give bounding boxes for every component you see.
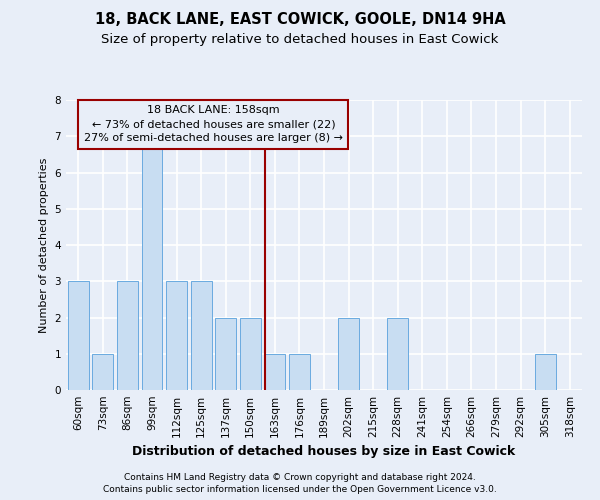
Bar: [166, 281, 187, 390]
Bar: [289, 354, 310, 390]
Bar: [191, 281, 212, 390]
Bar: [117, 281, 138, 390]
Text: Contains HM Land Registry data © Crown copyright and database right 2024.: Contains HM Land Registry data © Crown c…: [124, 473, 476, 482]
Bar: [215, 318, 236, 390]
Bar: [68, 281, 89, 390]
Text: Size of property relative to detached houses in East Cowick: Size of property relative to detached ho…: [101, 32, 499, 46]
Text: Contains public sector information licensed under the Open Government Licence v3: Contains public sector information licen…: [103, 486, 497, 494]
Bar: [387, 318, 408, 390]
Bar: [92, 354, 113, 390]
Bar: [240, 318, 261, 390]
Y-axis label: Number of detached properties: Number of detached properties: [39, 158, 49, 332]
Bar: [142, 136, 163, 390]
Text: 18, BACK LANE, EAST COWICK, GOOLE, DN14 9HA: 18, BACK LANE, EAST COWICK, GOOLE, DN14 …: [95, 12, 505, 28]
Bar: [265, 354, 286, 390]
Text: 18 BACK LANE: 158sqm
← 73% of detached houses are smaller (22)
27% of semi-detac: 18 BACK LANE: 158sqm ← 73% of detached h…: [84, 106, 343, 144]
Bar: [535, 354, 556, 390]
Bar: [338, 318, 359, 390]
X-axis label: Distribution of detached houses by size in East Cowick: Distribution of detached houses by size …: [133, 446, 515, 458]
